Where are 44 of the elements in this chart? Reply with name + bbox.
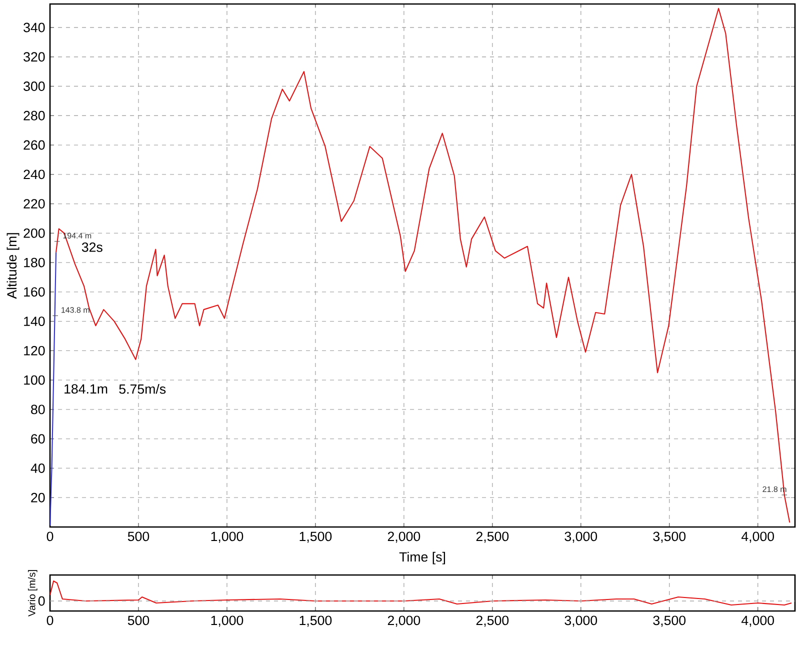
x-axis-title: Time [s] (399, 552, 446, 564)
y-tick-label: 300 (24, 82, 45, 91)
ref-line-label: 0 (38, 596, 45, 606)
x-tick-label: 3,000 (564, 616, 598, 627)
y-tick-label: 200 (24, 228, 45, 238)
x-tick-label: 0 (46, 616, 54, 626)
y-tick-label: 180 (24, 258, 45, 268)
annotation: 5.75m/s (119, 384, 166, 394)
y-tick-label: 20 (31, 492, 45, 502)
x-tick-label: 3,500 (653, 616, 686, 627)
annotation: 143.8 m (62, 307, 90, 313)
x-tick-label: 0 (46, 532, 54, 542)
y-tick-label: 240 (24, 170, 45, 180)
y-tick-label: 160 (24, 287, 45, 297)
y-tick-label: 100 (24, 375, 45, 385)
y-tick-label: 260 (24, 140, 45, 150)
y-tick-label: 80 (31, 404, 45, 414)
x-tick-label: 1,500 (300, 616, 332, 627)
y-tick-label: 120 (24, 346, 45, 356)
annotation: 184.1m (64, 384, 108, 394)
y-tick-label: 280 (24, 110, 45, 120)
y-tick-label: 320 (24, 52, 45, 62)
y-tick-label: 340 (24, 22, 45, 32)
x-tick-label: 2,000 (388, 616, 420, 627)
x-tick-label: 500 (128, 532, 150, 542)
y-tick-label: 40 (30, 464, 45, 473)
y-axis-title: Altitude [m] (6, 233, 20, 299)
x-tick-label: 2,500 (476, 616, 509, 627)
x-tick-label: 3,000 (564, 532, 598, 543)
y-axis-title: Vario [m/s] (28, 570, 38, 616)
y-tick-label: 60 (31, 434, 45, 444)
x-tick-label: 2,000 (388, 532, 420, 543)
x-tick-label: 2,500 (476, 532, 509, 543)
x-tick-label: 1,500 (300, 532, 332, 543)
x-tick-label: 1,000 (211, 532, 244, 543)
annotation: 32s (82, 242, 102, 252)
x-tick-label: 1,000 (211, 616, 244, 627)
line-series (55, 8, 790, 524)
x-tick-label: 500 (128, 616, 150, 626)
x-tick-label: 4,000 (741, 532, 774, 543)
y-tick-label: 140 (24, 316, 45, 326)
y-tick-label: 220 (24, 199, 45, 209)
x-tick-label: 4,000 (741, 616, 774, 627)
x-tick-label: 3,500 (653, 532, 686, 543)
